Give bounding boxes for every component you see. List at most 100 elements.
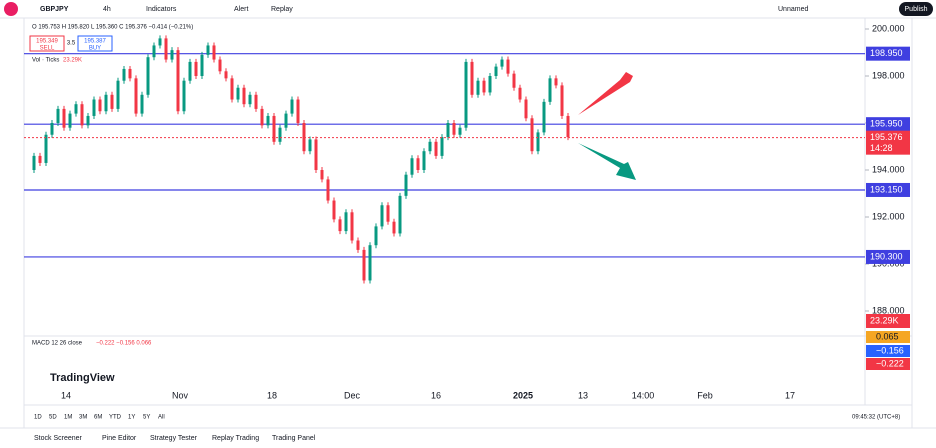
candle bbox=[152, 45, 156, 58]
footer-tab[interactable]: Pine Editor bbox=[102, 435, 137, 442]
symbol[interactable]: GBPJPY bbox=[40, 6, 69, 13]
candle bbox=[374, 226, 378, 246]
countdown: 14:28 bbox=[870, 143, 893, 153]
layout-name[interactable]: Unnamed bbox=[778, 6, 808, 13]
macd-label: 0.065 bbox=[876, 331, 899, 341]
footer-tab[interactable]: Stock Screener bbox=[34, 435, 83, 442]
candle bbox=[266, 115, 270, 126]
y-tick-label: 198.000 bbox=[872, 70, 905, 80]
x-tick-label: 16 bbox=[431, 390, 441, 400]
x-tick-label: 2025 bbox=[513, 390, 533, 400]
replay[interactable]: Replay bbox=[271, 6, 293, 13]
candle bbox=[512, 73, 516, 88]
candle bbox=[38, 155, 42, 163]
candle bbox=[470, 61, 474, 95]
candle bbox=[284, 113, 288, 128]
candle bbox=[128, 68, 132, 79]
footer-tab[interactable]: Replay Trading bbox=[212, 435, 259, 442]
candle bbox=[272, 115, 276, 142]
candle bbox=[482, 80, 486, 93]
sell-button[interactable] bbox=[29, 35, 65, 52]
candle bbox=[398, 195, 402, 234]
interval[interactable]: 4h bbox=[103, 6, 111, 13]
candle bbox=[236, 87, 240, 100]
candle bbox=[440, 137, 444, 156]
publish-button[interactable] bbox=[899, 2, 933, 16]
footer-tab[interactable]: Trading Panel bbox=[272, 435, 316, 442]
candle bbox=[308, 139, 312, 152]
range-button[interactable]: 6M bbox=[94, 415, 102, 421]
candle bbox=[488, 76, 492, 93]
range-button[interactable]: 5Y bbox=[143, 415, 150, 421]
level-label: 193.150 bbox=[870, 184, 903, 194]
range-button[interactable]: 5D bbox=[49, 415, 57, 421]
candle bbox=[212, 45, 216, 60]
candle bbox=[134, 78, 138, 114]
macd-label: −0.222 bbox=[876, 358, 904, 368]
candle bbox=[62, 108, 66, 128]
avatar[interactable] bbox=[4, 2, 18, 16]
candle bbox=[122, 68, 126, 81]
candle bbox=[194, 61, 198, 76]
candle bbox=[32, 155, 36, 170]
candle bbox=[458, 127, 462, 135]
candle bbox=[338, 219, 342, 232]
range-button[interactable]: 3M bbox=[79, 415, 87, 421]
candle bbox=[404, 174, 408, 196]
candle bbox=[320, 170, 324, 180]
macd-tag bbox=[866, 345, 910, 357]
x-tick-label: Dec bbox=[344, 390, 361, 400]
level-tag bbox=[866, 46, 910, 61]
buy-button[interactable] bbox=[77, 35, 113, 52]
candle bbox=[68, 113, 72, 128]
candle bbox=[176, 50, 180, 112]
candle bbox=[116, 80, 120, 109]
candle bbox=[146, 57, 150, 95]
candle bbox=[332, 200, 336, 220]
candle bbox=[50, 123, 54, 135]
candle bbox=[566, 115, 570, 138]
y-tick-label: 194.000 bbox=[872, 164, 905, 174]
range-button[interactable]: 1M bbox=[64, 415, 72, 421]
candle bbox=[362, 249, 366, 281]
candle bbox=[242, 87, 246, 105]
range-button[interactable]: 1Y bbox=[128, 415, 135, 421]
candle bbox=[260, 108, 264, 126]
last-price: 195.376 bbox=[870, 132, 903, 142]
candle bbox=[206, 45, 210, 55]
alert[interactable]: Alert bbox=[234, 6, 248, 13]
candle bbox=[302, 123, 306, 152]
candle bbox=[296, 99, 300, 123]
volume-tag bbox=[866, 314, 910, 328]
footer-tab[interactable]: Strategy Tester bbox=[150, 435, 198, 442]
candle bbox=[368, 245, 372, 281]
last-price-tag bbox=[866, 130, 910, 155]
sell-label: SELL bbox=[40, 46, 55, 52]
buy-price: 195.387 bbox=[84, 39, 106, 45]
candle bbox=[290, 99, 294, 114]
sell-price: 195.349 bbox=[36, 39, 58, 45]
x-tick-label: 18 bbox=[267, 390, 277, 400]
macd-legend-values: −0.222 −0.156 0.066 bbox=[96, 341, 152, 347]
candle bbox=[386, 205, 390, 222]
candle bbox=[554, 78, 558, 86]
candle bbox=[422, 151, 426, 170]
candle bbox=[326, 179, 330, 201]
range-button[interactable]: 1D bbox=[34, 415, 42, 421]
indicators[interactable]: Indicators bbox=[146, 6, 177, 13]
range-button[interactable]: YTD bbox=[109, 415, 122, 421]
range-button[interactable]: All bbox=[158, 415, 165, 421]
macd-tag bbox=[866, 331, 910, 343]
candle bbox=[140, 94, 144, 114]
y-tick-label: 200.000 bbox=[872, 23, 905, 33]
candle bbox=[518, 87, 522, 100]
level-tag bbox=[866, 249, 910, 264]
macd-legend: MACD 12 26 close bbox=[32, 341, 83, 347]
candle bbox=[434, 141, 438, 156]
candle bbox=[314, 139, 318, 170]
level-label: 190.300 bbox=[870, 251, 903, 261]
candle bbox=[170, 50, 174, 60]
candle bbox=[428, 141, 432, 152]
x-tick-label: 14:00 bbox=[632, 390, 655, 400]
